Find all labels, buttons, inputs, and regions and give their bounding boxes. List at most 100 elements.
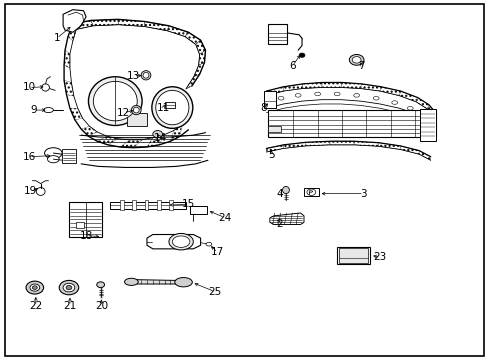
Bar xyxy=(144,200,148,211)
Text: 3: 3 xyxy=(360,189,366,199)
Ellipse shape xyxy=(306,189,315,195)
Bar xyxy=(419,109,435,140)
Bar xyxy=(338,248,367,263)
Polygon shape xyxy=(399,91,417,102)
Ellipse shape xyxy=(205,242,211,246)
Text: 14: 14 xyxy=(153,133,166,143)
Ellipse shape xyxy=(59,280,79,295)
Ellipse shape xyxy=(156,90,188,125)
Ellipse shape xyxy=(372,96,378,100)
Ellipse shape xyxy=(143,72,149,78)
Polygon shape xyxy=(353,141,378,146)
Ellipse shape xyxy=(97,282,104,288)
Polygon shape xyxy=(269,213,304,225)
Polygon shape xyxy=(400,146,418,154)
Bar xyxy=(69,202,102,237)
Polygon shape xyxy=(283,84,303,91)
Ellipse shape xyxy=(152,87,192,129)
Ellipse shape xyxy=(47,156,59,163)
Text: 23: 23 xyxy=(373,252,386,262)
Text: 25: 25 xyxy=(208,287,222,297)
Text: 10: 10 xyxy=(22,82,36,93)
Ellipse shape xyxy=(295,94,301,97)
Polygon shape xyxy=(167,26,188,37)
Bar xyxy=(157,200,160,211)
Polygon shape xyxy=(379,87,400,96)
Polygon shape xyxy=(195,40,205,54)
Text: 8: 8 xyxy=(260,103,267,113)
Ellipse shape xyxy=(299,53,305,57)
Text: 11: 11 xyxy=(156,103,169,113)
Ellipse shape xyxy=(141,71,151,80)
Text: 24: 24 xyxy=(218,213,231,222)
Polygon shape xyxy=(144,22,168,31)
Ellipse shape xyxy=(153,131,162,138)
Polygon shape xyxy=(147,234,200,249)
Text: 21: 21 xyxy=(63,301,77,311)
Bar xyxy=(164,102,175,108)
Bar xyxy=(267,110,435,137)
Text: 15: 15 xyxy=(182,199,195,210)
Text: 12: 12 xyxy=(117,108,130,118)
Text: 16: 16 xyxy=(22,152,36,162)
Polygon shape xyxy=(305,141,329,146)
Bar xyxy=(336,247,369,264)
Polygon shape xyxy=(329,141,353,145)
Ellipse shape xyxy=(30,284,40,291)
Ellipse shape xyxy=(348,54,363,65)
Text: 5: 5 xyxy=(268,150,275,160)
Polygon shape xyxy=(360,84,380,91)
Text: 9: 9 xyxy=(30,105,37,115)
Bar xyxy=(132,200,136,211)
Text: 13: 13 xyxy=(126,71,140,81)
Polygon shape xyxy=(170,125,182,141)
Text: 1: 1 xyxy=(53,33,60,43)
Ellipse shape xyxy=(168,233,193,250)
Ellipse shape xyxy=(314,92,320,96)
Ellipse shape xyxy=(66,285,72,290)
Ellipse shape xyxy=(63,283,75,292)
Ellipse shape xyxy=(26,281,43,294)
Polygon shape xyxy=(63,10,86,32)
Ellipse shape xyxy=(172,236,189,247)
Polygon shape xyxy=(415,98,428,109)
Text: 7: 7 xyxy=(358,61,364,71)
Polygon shape xyxy=(185,74,199,89)
Polygon shape xyxy=(70,108,82,120)
Polygon shape xyxy=(73,21,93,30)
Ellipse shape xyxy=(282,186,289,194)
Polygon shape xyxy=(184,32,200,44)
Polygon shape xyxy=(378,143,400,149)
Ellipse shape xyxy=(131,105,141,115)
Bar xyxy=(110,202,185,209)
Text: 18: 18 xyxy=(79,231,92,240)
Ellipse shape xyxy=(36,188,45,195)
Polygon shape xyxy=(91,19,119,26)
Ellipse shape xyxy=(333,92,339,96)
Ellipse shape xyxy=(174,278,192,287)
Polygon shape xyxy=(266,145,283,152)
Bar xyxy=(264,91,276,108)
Polygon shape xyxy=(321,82,341,87)
Bar xyxy=(304,188,318,197)
Polygon shape xyxy=(81,126,97,136)
Polygon shape xyxy=(340,82,361,89)
Ellipse shape xyxy=(351,57,360,63)
Polygon shape xyxy=(68,24,76,41)
Polygon shape xyxy=(266,87,283,96)
Polygon shape xyxy=(120,140,142,148)
Ellipse shape xyxy=(41,84,49,91)
Bar xyxy=(267,24,287,44)
Ellipse shape xyxy=(391,101,397,104)
Text: 2: 2 xyxy=(276,219,283,229)
Ellipse shape xyxy=(407,107,412,110)
Polygon shape xyxy=(131,280,178,284)
Ellipse shape xyxy=(43,108,53,113)
Polygon shape xyxy=(64,50,70,68)
Polygon shape xyxy=(198,50,205,65)
Bar xyxy=(189,206,206,214)
Text: 22: 22 xyxy=(29,301,42,311)
Ellipse shape xyxy=(133,107,139,113)
Bar xyxy=(168,200,172,211)
Polygon shape xyxy=(127,113,147,126)
